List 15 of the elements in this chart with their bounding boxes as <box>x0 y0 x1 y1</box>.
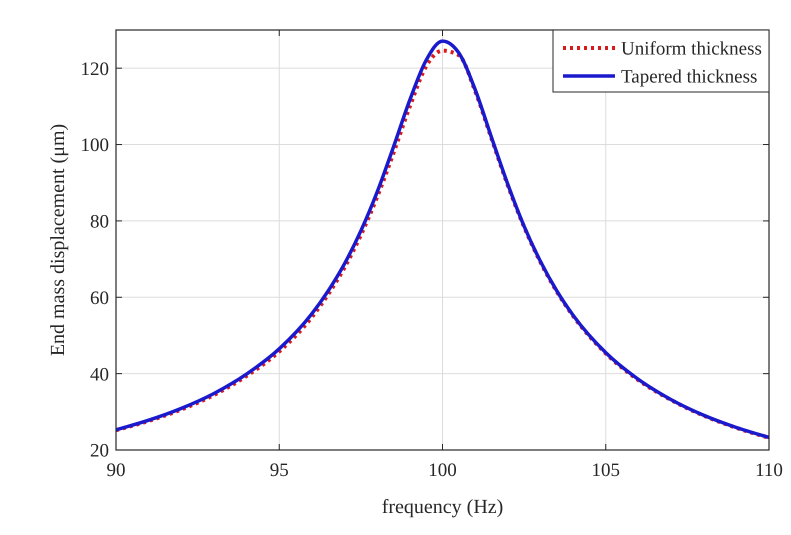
x-tick-label: 100 <box>428 460 457 481</box>
x-tick-label: 95 <box>270 460 289 481</box>
x-tick-label: 90 <box>106 460 126 481</box>
x-tick-label: 105 <box>592 460 620 481</box>
y-tick-label: 80 <box>90 212 109 233</box>
y-tick-label: 60 <box>90 288 109 309</box>
y-tick-label: 120 <box>80 58 109 80</box>
legend-label: Uniform thickness <box>621 38 762 60</box>
x-axis-title: frequency (Hz) <box>382 496 504 518</box>
y-axis-title: End mass displacement (μm) <box>47 124 69 356</box>
legend-label: Tapered thickness <box>621 66 758 88</box>
y-tick-label: 20 <box>90 440 109 462</box>
y-tick-label: 100 <box>80 135 109 156</box>
x-tick-label: 110 <box>755 460 783 481</box>
y-tick-label: 40 <box>90 364 109 386</box>
